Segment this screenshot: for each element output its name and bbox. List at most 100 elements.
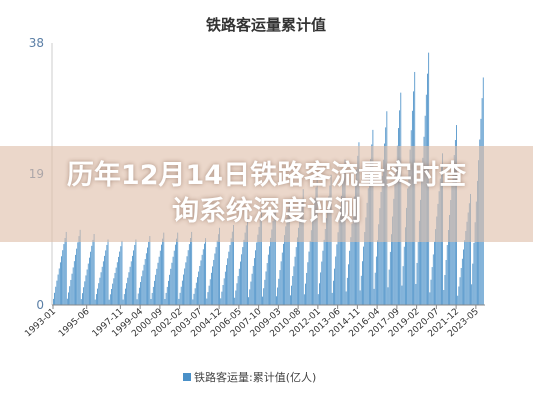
bar <box>296 237 298 305</box>
bar <box>374 272 376 305</box>
bar <box>332 280 334 305</box>
bar <box>70 279 72 305</box>
bar <box>241 254 243 305</box>
bar <box>149 236 151 305</box>
bar <box>118 256 119 305</box>
bar <box>191 231 193 305</box>
bar <box>314 198 316 305</box>
bar <box>265 271 267 305</box>
bar <box>263 288 265 305</box>
bar <box>339 208 341 305</box>
bar <box>172 256 174 305</box>
bar <box>387 287 389 305</box>
bar <box>449 215 450 305</box>
bar <box>240 261 241 305</box>
bar <box>65 231 67 305</box>
bar <box>306 272 308 305</box>
bar <box>89 257 90 305</box>
bar <box>108 299 110 305</box>
bar <box>270 237 272 305</box>
bar <box>71 273 73 305</box>
bar <box>68 292 69 305</box>
bar <box>186 256 188 305</box>
bar <box>415 283 417 305</box>
bar <box>319 283 320 305</box>
bar <box>235 290 237 305</box>
bar <box>308 251 310 305</box>
bar <box>461 258 463 305</box>
bar <box>177 232 179 305</box>
bar <box>434 241 435 305</box>
bar <box>317 294 319 305</box>
bar <box>126 283 128 305</box>
bar <box>251 273 253 305</box>
bar <box>209 279 211 305</box>
bar <box>378 224 380 305</box>
bar <box>277 287 279 305</box>
bar <box>192 299 194 305</box>
bar <box>231 231 233 305</box>
bar <box>106 244 108 305</box>
bar <box>99 277 101 305</box>
bar <box>233 225 234 305</box>
bar <box>148 241 150 305</box>
bar <box>64 238 66 305</box>
bar <box>119 251 121 305</box>
bar <box>459 277 461 305</box>
bar <box>283 243 284 305</box>
bar <box>171 262 173 305</box>
title-banner <box>0 146 533 242</box>
chart-title: 铁路客运量累计值 <box>206 16 326 34</box>
bar <box>221 291 223 305</box>
bar <box>307 262 309 305</box>
bar <box>416 262 418 305</box>
bar <box>256 242 258 305</box>
bar <box>210 272 212 305</box>
bar <box>403 246 405 305</box>
bar <box>431 267 433 305</box>
bar <box>163 232 165 305</box>
bar <box>129 266 131 305</box>
bar <box>91 245 93 305</box>
bar <box>53 298 54 305</box>
bar <box>217 234 219 305</box>
bar <box>238 268 240 305</box>
bar <box>230 238 232 305</box>
bar <box>112 283 114 305</box>
bar-group <box>53 52 484 306</box>
bar <box>389 251 391 305</box>
bar <box>168 280 169 305</box>
bar <box>334 268 335 305</box>
bar <box>348 264 349 305</box>
bar <box>249 289 251 305</box>
bar <box>83 287 85 305</box>
bar <box>219 227 220 305</box>
bar <box>355 182 356 305</box>
x-tick-group: 1993-01 1995-06 1997-111999-042000-092002-… <box>23 305 481 339</box>
bar <box>152 286 154 305</box>
bar <box>345 291 347 305</box>
bar <box>200 260 202 305</box>
bar <box>328 196 330 305</box>
bar <box>102 261 104 305</box>
bar <box>128 272 130 305</box>
bar <box>144 259 146 305</box>
bar <box>312 219 313 305</box>
bar <box>444 275 446 305</box>
bar <box>435 229 437 305</box>
bar <box>305 283 306 305</box>
bar <box>94 299 96 305</box>
bar <box>349 250 351 305</box>
banner-line-2: 询系统深度评测 <box>172 196 361 227</box>
bar <box>237 276 239 305</box>
bar <box>432 254 434 305</box>
bar <box>260 211 262 305</box>
bar <box>258 226 260 305</box>
bar <box>207 292 209 305</box>
bar <box>253 258 255 305</box>
bar <box>472 263 474 305</box>
bar <box>276 296 277 305</box>
bar <box>107 239 109 305</box>
banner-title: 历年12月14日铁路客流量实时查 询系统深度评测 <box>24 158 509 230</box>
